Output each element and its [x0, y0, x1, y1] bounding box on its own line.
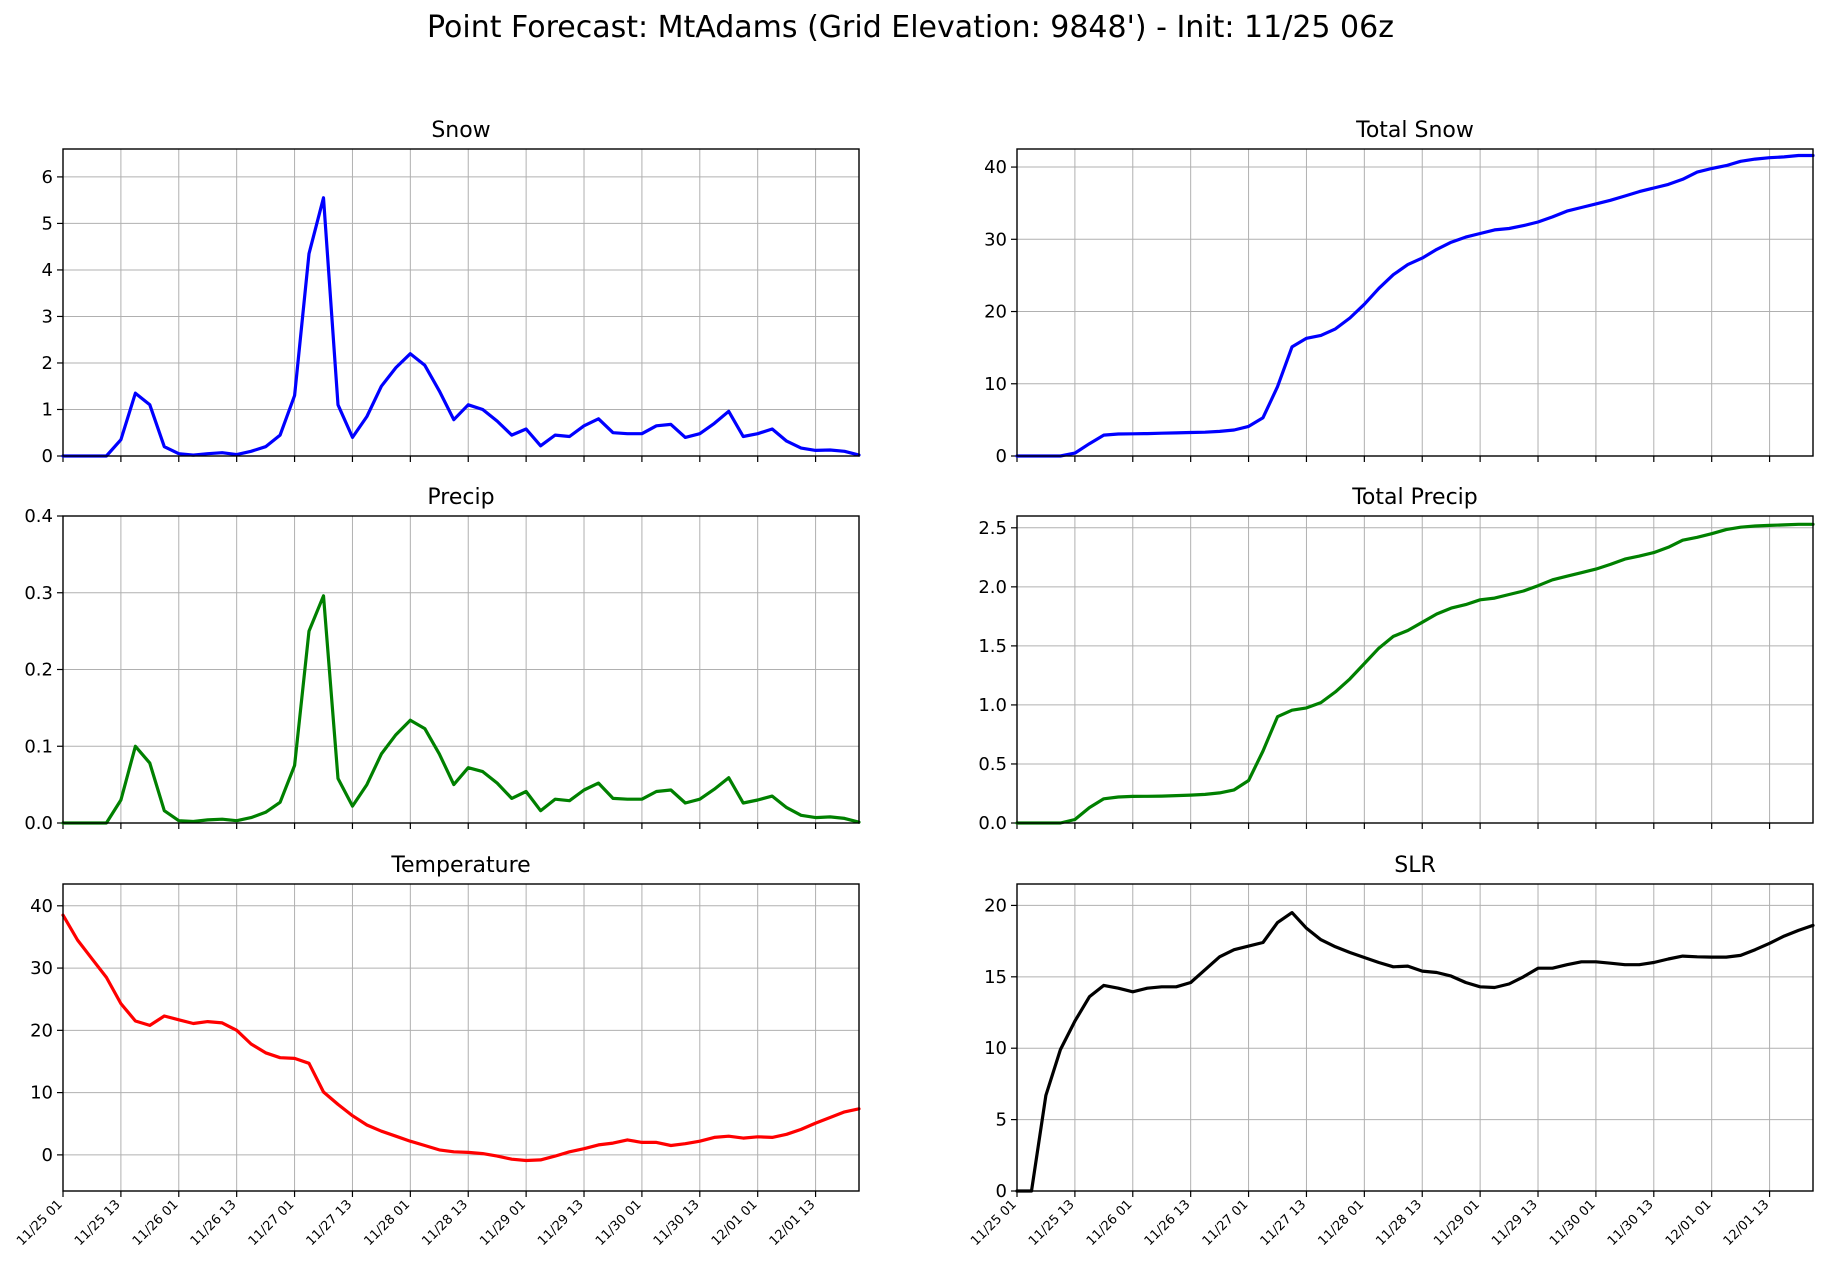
y-tick-label: 40 [30, 896, 53, 917]
x-tick-label: 11/29 13 [535, 1197, 587, 1249]
panel-precip: 0.0 0.1 0.2 0.3 0.4 Precip [24, 485, 861, 834]
x-tick-label: 11/26 13 [1142, 1197, 1194, 1249]
y-tick-label: 4 [42, 260, 53, 281]
x-tick-label: 11/30 01 [1547, 1197, 1599, 1249]
y-tick-label: 0.2 [24, 660, 53, 681]
panel-title: Total Precip [1351, 485, 1478, 510]
series-line [1015, 522, 1815, 825]
x-tick-label: 11/29 01 [477, 1197, 529, 1249]
series-line [61, 196, 861, 458]
y-tick-label: 0.1 [24, 736, 53, 757]
y-tick-label: 30 [30, 958, 53, 979]
y-tick-label: 2.0 [978, 577, 1007, 598]
y-tick-label: 5 [42, 213, 53, 234]
panel-title: Precip [427, 485, 494, 510]
x-tick-label: 11/30 13 [651, 1197, 703, 1249]
y-tick-label: 2.5 [978, 518, 1007, 539]
x-tick-label: 11/28 01 [361, 1197, 413, 1249]
x-tick-label: 11/30 13 [1605, 1197, 1657, 1249]
y-tick-label: 0.5 [978, 754, 1007, 775]
y-tick-label: 0.3 [24, 583, 53, 604]
series-line [61, 594, 861, 825]
y-tick-label: 20 [30, 1020, 53, 1041]
plot-frame [1016, 515, 1814, 824]
y-tick-label: 0.0 [978, 813, 1007, 834]
y-tick-label: 2 [42, 353, 53, 374]
y-tick-label: 1.5 [978, 636, 1007, 657]
panel-temperature: 0 10 20 30 40 11/25 01 11/25 13 11/26 01 11/26 1… [14, 853, 861, 1249]
y-tick-label: 5 [996, 1110, 1007, 1131]
y-tick-label: 10 [984, 374, 1007, 395]
x-tick-label: 11/29 01 [1431, 1197, 1483, 1249]
series-line [61, 913, 861, 1163]
panel-title: SLR [1394, 853, 1436, 878]
panel-total-snow: 0 10 20 30 40 Total Snow [984, 118, 1815, 467]
y-tick-label: 6 [42, 167, 53, 188]
x-tick-label: 12/01 13 [1721, 1197, 1773, 1249]
y-tick-label: 0 [42, 446, 53, 467]
x-tick-label: 11/28 13 [1373, 1197, 1425, 1249]
x-tick-label: 11/27 01 [246, 1197, 298, 1249]
x-tick-label: 12/01 01 [1663, 1197, 1715, 1249]
y-tick-label: 0 [42, 1145, 53, 1166]
x-tick-label: 11/26 01 [1084, 1197, 1136, 1249]
y-tick-label: 0.0 [24, 813, 53, 834]
x-tick-label: 12/01 13 [767, 1197, 819, 1249]
plot-frame [62, 515, 860, 824]
y-tick-label: 3 [42, 306, 53, 327]
x-tick-label: 11/27 13 [1258, 1197, 1310, 1249]
y-tick-label: 10 [984, 1038, 1007, 1059]
panel-title: Temperature [390, 853, 530, 878]
y-tick-label: 1.0 [978, 695, 1007, 716]
y-tick-label: 0 [996, 1181, 1007, 1202]
figure-title: Point Forecast: MtAdams (Grid Elevation:… [427, 10, 1394, 45]
x-tick-label: 11/27 01 [1200, 1197, 1252, 1249]
plot-frame [1016, 883, 1814, 1192]
panel-total-precip: 0.0 0.5 1.0 1.5 2.0 2.5 Total Precip [978, 485, 1815, 834]
y-tick-label: 30 [984, 229, 1007, 250]
plot-frame [62, 148, 860, 457]
y-tick-label: 40 [984, 157, 1007, 178]
x-tick-label: 11/28 01 [1315, 1197, 1367, 1249]
y-tick-label: 1 [42, 399, 53, 420]
series-line [1015, 153, 1815, 458]
panel-title: Total Snow [1355, 118, 1474, 143]
y-tick-label: 0.4 [24, 506, 53, 527]
x-tick-label: 11/26 01 [130, 1197, 182, 1249]
plot-frame [1016, 148, 1814, 457]
x-tick-label: 11/25 01 [14, 1197, 66, 1249]
y-tick-label: 15 [984, 967, 1007, 988]
x-tick-label: 11/25 13 [72, 1197, 124, 1249]
x-tick-label: 11/29 13 [1489, 1197, 1541, 1249]
x-tick-label: 11/28 13 [419, 1197, 471, 1249]
panel-snow: 0 1 2 3 4 5 6 Snow [42, 118, 861, 467]
series-line [1015, 910, 1815, 1193]
x-tick-label: 11/25 13 [1026, 1197, 1078, 1249]
plot-frame [62, 883, 860, 1192]
x-tick-label: 11/27 13 [304, 1197, 356, 1249]
x-tick-label: 11/30 01 [593, 1197, 645, 1249]
x-tick-label: 11/25 01 [968, 1197, 1020, 1249]
y-tick-label: 20 [984, 895, 1007, 916]
y-tick-label: 20 [984, 302, 1007, 323]
panel-title: Snow [431, 118, 490, 143]
y-tick-label: 10 [30, 1083, 53, 1104]
x-tick-label: 12/01 01 [709, 1197, 761, 1249]
x-tick-label: 11/26 13 [188, 1197, 240, 1249]
panel-slr: 0 5 10 15 20 11/25 01 11/25 13 11/26 01 11/26 13… [968, 853, 1815, 1249]
y-tick-label: 0 [996, 446, 1007, 467]
